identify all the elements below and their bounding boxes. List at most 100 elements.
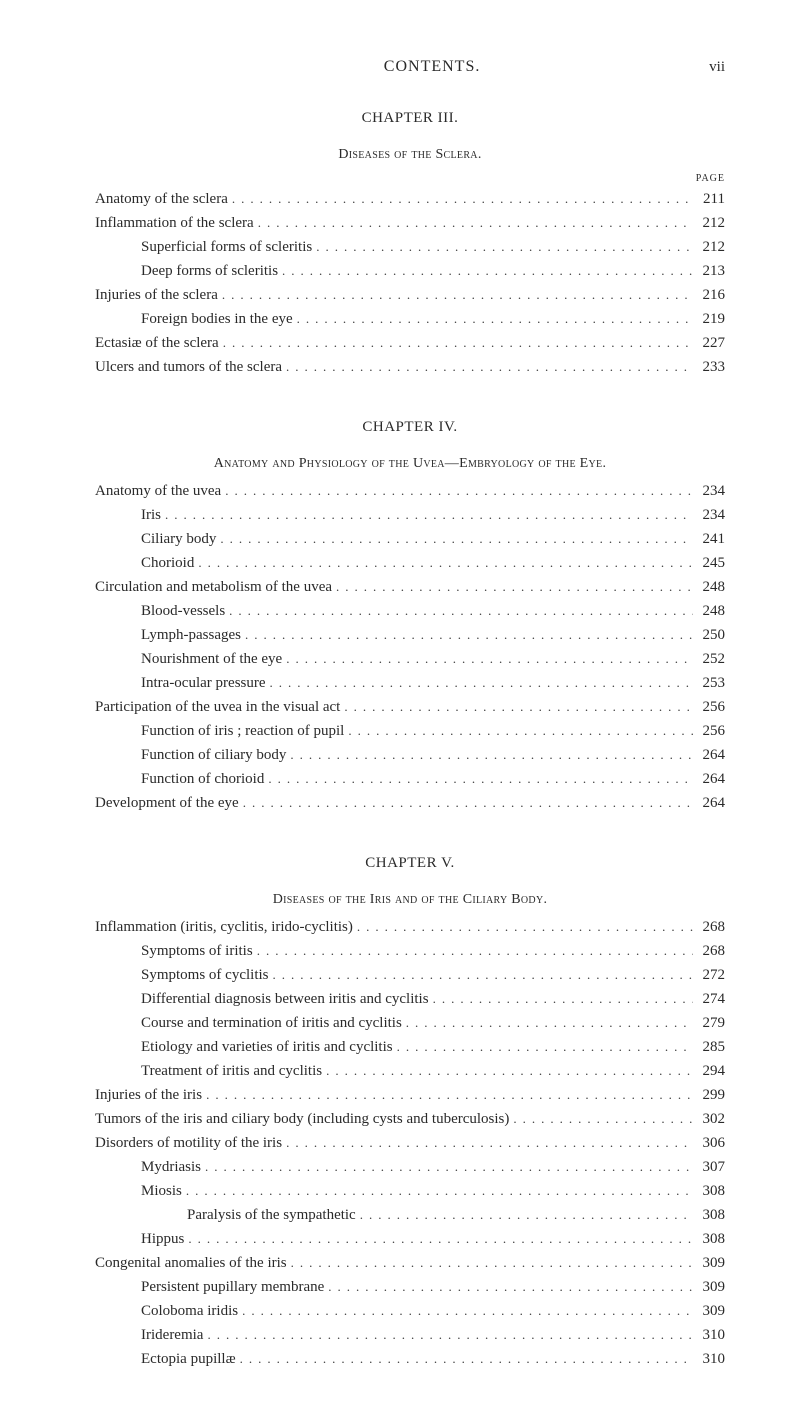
toc-entry: Course and termination of iritis and cyc…	[95, 1012, 725, 1035]
toc-page-number: 268	[693, 940, 725, 963]
toc-label: Paralysis of the sympathetic	[187, 1204, 356, 1227]
toc-label: Foreign bodies in the eye	[141, 308, 293, 331]
toc-page-number: 212	[693, 212, 725, 235]
toc-label: Persistent pupillary membrane	[141, 1276, 324, 1299]
toc-leader-dots: ........................................…	[340, 697, 693, 717]
toc-leader-dots: ........................................…	[312, 237, 693, 257]
toc-label: Intra-ocular pressure	[141, 672, 266, 695]
toc-page-number: 309	[693, 1276, 725, 1299]
toc-entry: Blood-vessels...........................…	[95, 600, 725, 623]
toc-leader-dots: ........................................…	[228, 189, 693, 209]
toc-page-number: 308	[693, 1228, 725, 1251]
toc-leader-dots: ........................................…	[356, 1205, 693, 1225]
toc-entry: Function of ciliary body................…	[95, 744, 725, 767]
toc-label: Anatomy of the sclera	[95, 188, 228, 211]
section-title: Diseases of the Iris and of the Ciliary …	[95, 889, 725, 910]
toc-entry: Nourishment of the eye..................…	[95, 648, 725, 671]
toc-leader-dots: ........................................…	[402, 1013, 693, 1033]
toc-entry: Ulcers and tumors of the sclera.........…	[95, 356, 725, 379]
toc-entry: Tumors of the iris and ciliary body (inc…	[95, 1108, 725, 1131]
toc-label: Participation of the uvea in the visual …	[95, 696, 340, 719]
toc-page-number: 274	[693, 988, 725, 1011]
toc-page-number: 212	[693, 236, 725, 259]
toc-leader-dots: ........................................…	[238, 1301, 693, 1321]
toc-page-number: 234	[693, 480, 725, 503]
toc-label: Symptoms of iritis	[141, 940, 253, 963]
toc-entry: Mydriasis...............................…	[95, 1156, 725, 1179]
toc-page-number: 245	[693, 552, 725, 575]
chapter-title: CHAPTER III.	[95, 107, 725, 130]
toc-label: Irideremia	[141, 1324, 203, 1347]
section-title: Diseases of the Sclera.	[95, 144, 725, 165]
toc-label: Mydriasis	[141, 1156, 201, 1179]
toc-label: Circulation and metabolism of the uvea	[95, 576, 332, 599]
toc-leader-dots: ........................................…	[254, 213, 693, 233]
toc-leader-dots: ........................................…	[225, 601, 693, 621]
toc-entry: Hippus..................................…	[95, 1228, 725, 1251]
toc-leader-dots: ........................................…	[344, 721, 693, 741]
entries-block: Inflammation (iritis, cyclitis, irido-cy…	[95, 916, 725, 1371]
toc-label: Miosis	[141, 1180, 182, 1203]
entries-block: Anatomy of the uvea.....................…	[95, 480, 725, 815]
toc-leader-dots: ........................................…	[219, 333, 693, 353]
toc-label: Blood-vessels	[141, 600, 225, 623]
toc-leader-dots: ........................................…	[287, 1253, 693, 1273]
toc-page-number: 268	[693, 916, 725, 939]
toc-label: Symptoms of cyclitis	[141, 964, 269, 987]
toc-page-number: 307	[693, 1156, 725, 1179]
toc-label: Ulcers and tumors of the sclera	[95, 356, 282, 379]
toc-leader-dots: ........................................…	[264, 769, 693, 789]
toc-page-number: 252	[693, 648, 725, 671]
toc-page-number: 213	[693, 260, 725, 283]
toc-label: Treatment of iritis and cyclitis	[141, 1060, 322, 1083]
toc-page-number: 241	[693, 528, 725, 551]
toc-leader-dots: ........................................…	[216, 529, 693, 549]
toc-leader-dots: ........................................…	[269, 965, 694, 985]
toc-label: Lymph-passages	[141, 624, 241, 647]
toc-leader-dots: ........................................…	[202, 1085, 693, 1105]
toc-entry: Intra-ocular pressure...................…	[95, 672, 725, 695]
toc-entry: Chorioid................................…	[95, 552, 725, 575]
toc-label: Etiology and varieties of iritis and cyc…	[141, 1036, 393, 1059]
toc-entry: Function of chorioid....................…	[95, 768, 725, 791]
toc-label: Congenital anomalies of the iris	[95, 1252, 287, 1275]
toc-page-number: 309	[693, 1252, 725, 1275]
toc-leader-dots: ........................................…	[184, 1229, 693, 1249]
toc-entry: Deep forms of scleritis.................…	[95, 260, 725, 283]
toc-page-number: 302	[693, 1108, 725, 1131]
toc-entry: Function of iris ; reaction of pupil....…	[95, 720, 725, 743]
toc-label: Development of the eye	[95, 792, 239, 815]
toc-leader-dots: ........................................…	[201, 1157, 693, 1177]
toc-entry: Circulation and metabolism of the uvea..…	[95, 576, 725, 599]
toc-label: Inflammation (iritis, cyclitis, irido-cy…	[95, 916, 353, 939]
toc-entry: Ectasiæ of the sclera...................…	[95, 332, 725, 355]
toc-label: Inflammation of the sclera	[95, 212, 254, 235]
toc-entry: Coloboma iridis.........................…	[95, 1300, 725, 1323]
toc-leader-dots: ........................................…	[182, 1181, 693, 1201]
toc-entry: Ectopia pupillæ.........................…	[95, 1348, 725, 1371]
chapter-block: CHAPTER IV.Anatomy and Physiology of the…	[95, 416, 725, 814]
toc-page-number: 264	[693, 768, 725, 791]
toc-leader-dots: ........................................…	[293, 309, 693, 329]
toc-page-number: 310	[693, 1348, 725, 1371]
toc-page-number: 285	[693, 1036, 725, 1059]
page-numeral: vii	[709, 56, 725, 79]
toc-entry: Injuries of the iris....................…	[95, 1084, 725, 1107]
toc-label: Chorioid	[141, 552, 194, 575]
toc-leader-dots: ........................................…	[393, 1037, 693, 1057]
toc-entry: Disorders of motility of the iris.......…	[95, 1132, 725, 1155]
toc-entry: Differential diagnosis between iritis an…	[95, 988, 725, 1011]
toc-page-number: 279	[693, 1012, 725, 1035]
toc-entry: Lymph-passages..........................…	[95, 624, 725, 647]
toc-page-number: 233	[693, 356, 725, 379]
toc-leader-dots: ........................................…	[429, 989, 693, 1009]
toc-leader-dots: ........................................…	[353, 917, 693, 937]
toc-label: Function of chorioid	[141, 768, 264, 791]
toc-entry: Paralysis of the sympathetic............…	[95, 1204, 725, 1227]
toc-page-number: 308	[693, 1180, 725, 1203]
toc-leader-dots: ........................................…	[509, 1109, 693, 1129]
toc-leader-dots: ........................................…	[241, 625, 693, 645]
toc-entry: Congenital anomalies of the iris........…	[95, 1252, 725, 1275]
toc-leader-dots: ........................................…	[282, 649, 693, 669]
toc-entry: Etiology and varieties of iritis and cyc…	[95, 1036, 725, 1059]
